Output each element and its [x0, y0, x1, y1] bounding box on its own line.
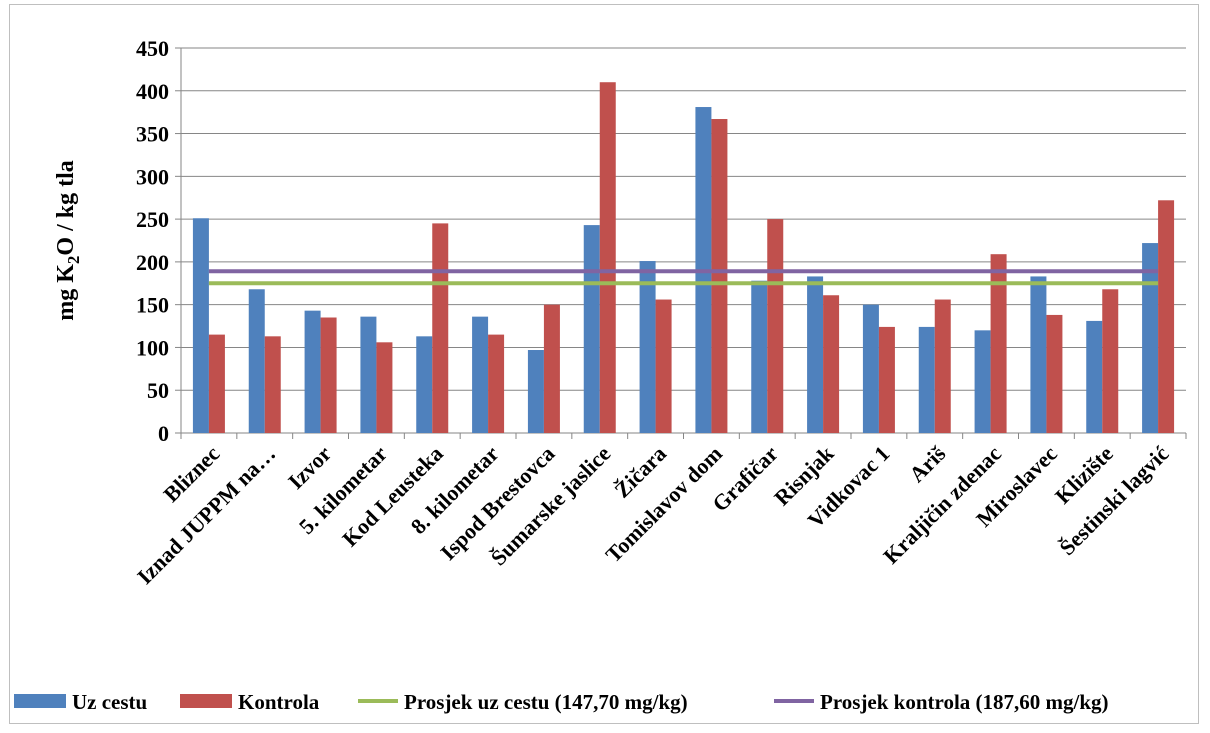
- category-label: Ariš: [904, 441, 951, 488]
- legend-label: Uz cestu: [72, 690, 148, 714]
- bar-uz-cestu: [1142, 243, 1159, 433]
- legend-swatch: [14, 694, 66, 708]
- bar-kontrola: [376, 342, 393, 433]
- bar-kontrola: [208, 334, 225, 433]
- bar-uz-cestu: [974, 330, 991, 433]
- bar-kontrola: [878, 326, 895, 433]
- y-tick-label: 150: [136, 293, 169, 318]
- bar-uz-cestu: [918, 326, 935, 433]
- y-axis-title-suffix: O / kg tla: [53, 160, 79, 255]
- y-tick-label: 0: [158, 421, 169, 446]
- bar-kontrola: [990, 254, 1007, 433]
- bar-kontrola: [823, 295, 840, 433]
- bar-uz-cestu: [1030, 276, 1047, 433]
- bar-uz-cestu: [416, 336, 433, 433]
- bar-uz-cestu: [1086, 320, 1103, 433]
- legend-label: Prosjek uz cestu (147,70 mg/kg): [404, 690, 688, 714]
- bar-kontrola: [264, 336, 281, 433]
- bar-kontrola: [320, 317, 337, 433]
- bar-uz-cestu: [192, 218, 209, 433]
- bar-kontrola: [1158, 200, 1175, 433]
- y-tick-label: 250: [136, 207, 169, 232]
- bar-uz-cestu: [360, 316, 377, 433]
- bar-kontrola: [767, 219, 784, 433]
- bar-uz-cestu: [639, 261, 656, 433]
- legend-label: Prosjek kontrola (187,60 mg/kg): [820, 690, 1109, 714]
- y-tick-label: 200: [136, 250, 169, 275]
- bar-uz-cestu: [807, 276, 824, 433]
- bar-kontrola: [711, 119, 728, 433]
- y-tick-label: 300: [136, 164, 169, 189]
- bar-kontrola: [655, 299, 672, 433]
- bar-uz-cestu: [248, 289, 265, 433]
- bar-uz-cestu: [862, 304, 879, 433]
- y-tick-label: 400: [136, 79, 169, 104]
- y-axis-title: mg K2O / kg tla: [53, 160, 83, 321]
- bar-kontrola: [1102, 289, 1119, 433]
- y-tick-label: 450: [136, 36, 169, 61]
- legend-swatch: [180, 694, 232, 708]
- bar-kontrola: [488, 334, 505, 433]
- y-tick-label: 350: [136, 122, 169, 147]
- bar-uz-cestu: [751, 280, 768, 433]
- bar-kontrola: [599, 82, 616, 433]
- bar-kontrola: [934, 299, 951, 433]
- y-axis-title-prefix: mg K: [53, 264, 79, 321]
- bar-kontrola: [1046, 314, 1063, 433]
- legend-label: Kontrola: [238, 690, 320, 714]
- bar-kontrola: [543, 304, 560, 433]
- bar-uz-cestu: [527, 350, 544, 433]
- bar-uz-cestu: [304, 310, 321, 433]
- bar-uz-cestu: [472, 316, 489, 433]
- y-tick-label: 50: [147, 378, 169, 403]
- y-tick-label: 100: [136, 335, 169, 360]
- bar-kontrola: [432, 223, 449, 433]
- y-axis-title-subscript: 2: [64, 256, 83, 265]
- bar-uz-cestu: [583, 225, 600, 433]
